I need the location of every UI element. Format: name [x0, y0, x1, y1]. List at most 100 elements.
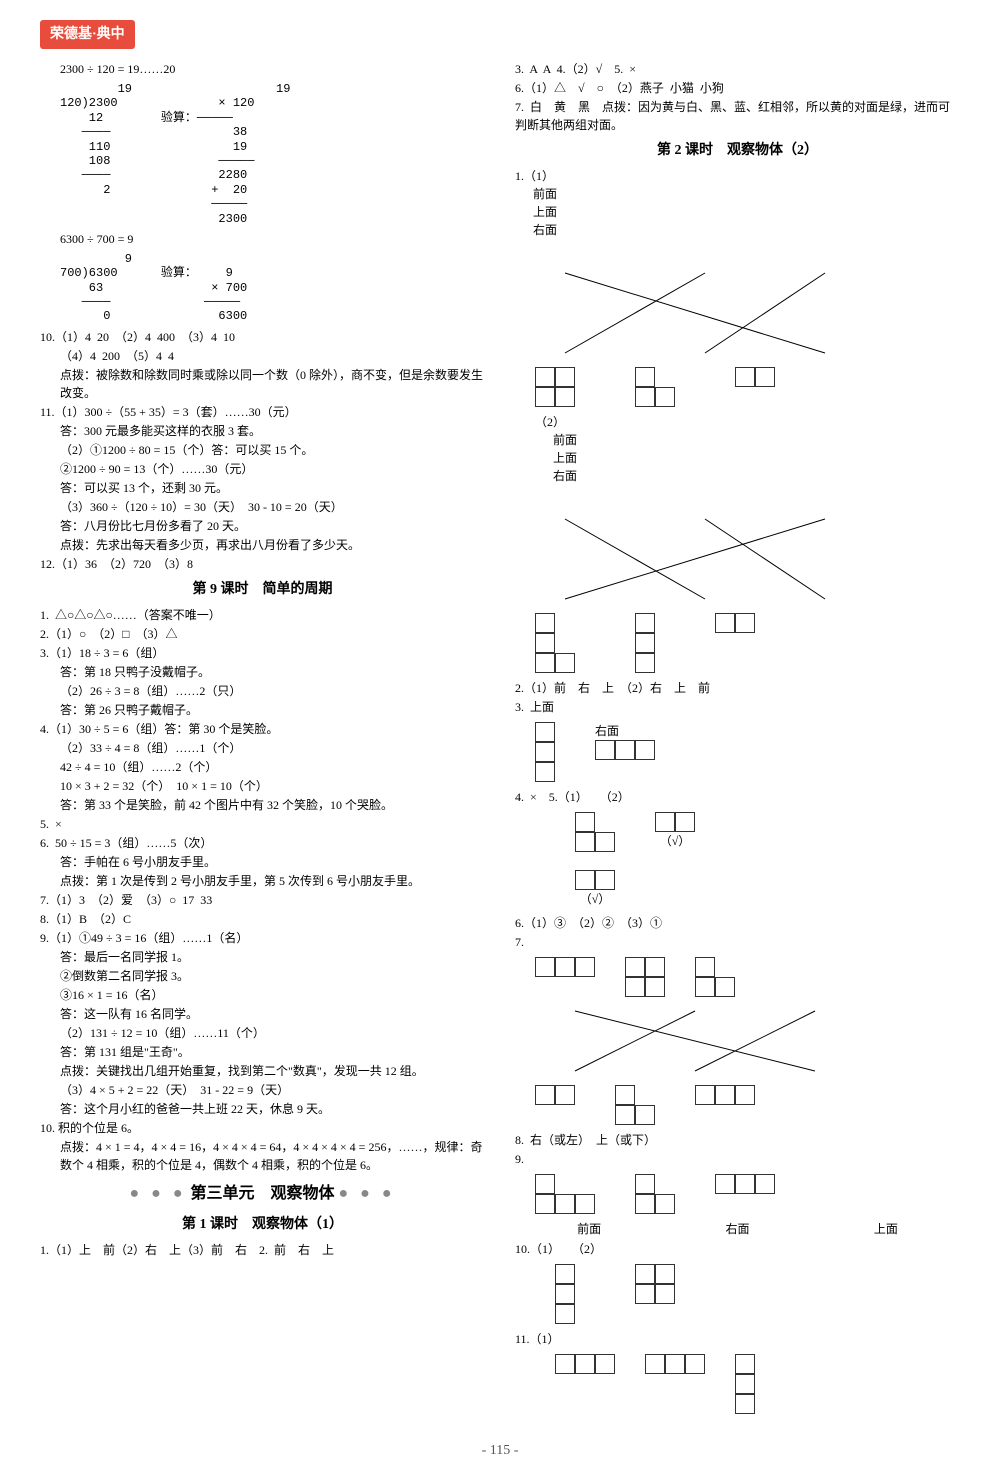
checkmark-label — [575, 852, 615, 870]
answer-line: 5. × — [40, 815, 485, 833]
equation: 2300 ÷ 120 = 19……20 — [40, 60, 485, 78]
dots-icon: ● ● ● — [339, 1185, 396, 1202]
lesson-9-title: 第 9 课时 简单的周期 — [40, 579, 485, 600]
answer-line: 2.（1）○ （2）□ （3）△ — [40, 625, 485, 643]
answer-line: （2）33 ÷ 4 = 8（组）……1（个） — [40, 739, 485, 757]
answer-line: 1.（1）上 前（2）右 上（3）前 右 2. 前 右 上 — [40, 1241, 485, 1259]
grid-shape-icon — [555, 1264, 575, 1324]
answer-line: ②倒数第二名同学报 3。 — [40, 967, 485, 985]
equation: 6300 ÷ 700 = 9 — [40, 230, 485, 248]
page-number: - 115 - — [40, 1440, 960, 1461]
answer-line: 3. A A 4.（2）√ 5. × — [515, 60, 960, 78]
answer-line: 11.（1） — [515, 1330, 960, 1348]
right-column: 3. A A 4.（2）√ 5. × 6.（1）△ √ ○ （2）燕子 小猫 小… — [515, 59, 960, 1420]
answer-line: 11.（1）300 ÷（55 + 35）= 3（套）……30（元） — [40, 403, 485, 421]
answer-line: 2.（1）前 右 上 （2）右 上 前 — [515, 679, 960, 697]
view-label: 前面 — [577, 1220, 601, 1238]
cube-shape-icon — [535, 957, 595, 997]
answer-line: 答：第 18 只鸭子没戴帽子。 — [40, 663, 485, 681]
q1-2-label: （2） 前面 上面 右面 — [515, 413, 960, 503]
grid-shape-icon — [595, 740, 655, 760]
answer-line: 答：可以买 13 个，还剩 30 元。 — [40, 479, 485, 497]
hint-text: 点拨：关键找出几组开始重复，找到第二个"数真"，发现一共 12 组。 — [40, 1062, 485, 1080]
hint-text: 点拨：第 1 次是传到 2 号小朋友手里，第 5 次传到 6 号小朋友手里。 — [40, 872, 485, 890]
grid-shape-icon — [635, 367, 675, 407]
view-label: 上面 — [553, 451, 577, 465]
answer-line: 7. — [515, 933, 960, 951]
answer-line: （4）4 200 （5）4 4 — [40, 347, 485, 365]
grid-shape-icon — [535, 722, 555, 782]
answer-line: 答：八月份比七月份多看了 20 天。 — [40, 517, 485, 535]
grid-shape-icon — [695, 1085, 755, 1125]
checkmark-label: （√） — [575, 890, 615, 908]
logo-text: 荣德基·典中 — [40, 20, 135, 49]
grid-shape-icon — [635, 1174, 675, 1214]
answer-line: 答：这个月小红的爸爸一共上班 22 天，休息 9 天。 — [40, 1100, 485, 1118]
view-label: 右面 — [553, 469, 577, 483]
answer-line: 10. 积的个位是 6。 — [40, 1119, 485, 1137]
answer-line: （2）26 ÷ 3 = 8（组）……2（只） — [40, 682, 485, 700]
lesson-1-title: 第 1 课时 观察物体（1） — [40, 1214, 485, 1235]
view-label: 上面 — [874, 1220, 898, 1238]
grid-shape-icon — [645, 1354, 705, 1414]
lesson-2-title: 第 2 课时 观察物体（2） — [515, 140, 960, 161]
answer-line: ②1200 ÷ 90 = 13（个）……30（元） — [40, 460, 485, 478]
q1-1-diagram — [515, 263, 960, 407]
answer-line: 6. 50 ÷ 15 = 3（组）……5（次） — [40, 834, 485, 852]
answer-line: 8. 右（或左） 上（或下） — [515, 1131, 960, 1149]
grid-shape-icon — [535, 1174, 595, 1214]
hint-text: 点拨：被除数和除数同时乘或除以同一个数（0 除外），商不变，但是余数要发生改变。 — [40, 366, 485, 402]
grid-shape-icon — [735, 1354, 755, 1414]
answer-line: 答：这一队有 16 名同学。 — [40, 1005, 485, 1023]
answer-line: 7.（1）3 （2）爱 （3）○ 17 33 — [40, 891, 485, 909]
answer-line: （3）360 ÷（120 ÷ 10）= 30（天） 30 - 10 = 20（天… — [40, 498, 485, 516]
answer-line: （2）131 ÷ 12 = 10（组）……11（个） — [40, 1024, 485, 1042]
unit-title-text: 第三单元 观察物体 — [190, 1185, 334, 1202]
answer-line: 9.（1）①49 ÷ 3 = 16（组）……1（名） — [40, 929, 485, 947]
unit-3-title: ● ● ● 第三单元 观察物体 ● ● ● — [40, 1182, 485, 1206]
answer-line: 9. — [515, 1150, 960, 1168]
logo-area: 荣德基·典中 — [40, 20, 960, 49]
answer-line: 7. 白 黄 黑 点拨：因为黄与白、黑、蓝、红相邻，所以黄的对面是绿，进而可判断… — [515, 98, 960, 134]
answer-line: 1. △○△○△○……（答案不唯一） — [40, 606, 485, 624]
answer-line: 6.（1）③ （2）② （3）① — [515, 914, 960, 932]
grid-shape-icon — [715, 1174, 775, 1214]
view-label: 前面 — [553, 433, 577, 447]
q9-labels: 前面 右面 上面 — [515, 1220, 960, 1238]
answer-line: ③16 × 1 = 16（名） — [40, 986, 485, 1004]
grid-shape-icon — [635, 1264, 675, 1324]
answer-line: 答：第 131 组是"王奇"。 — [40, 1043, 485, 1061]
grid-shape-icon — [535, 613, 575, 673]
matching-lines-icon — [515, 1001, 895, 1081]
matching-lines-icon — [515, 263, 895, 363]
answer-line: 答：300 元最多能买这样的衣服 3 套。 — [40, 422, 485, 440]
view-label: 前面 — [533, 187, 557, 201]
q9-diagram — [535, 1174, 960, 1214]
answer-line: 4. × 5.（1） （2） — [515, 788, 960, 806]
view-label: 右面 — [725, 1220, 749, 1238]
answer-line: 3. 上面 — [515, 698, 960, 716]
hint-text: 点拨：4 × 1 = 4，4 × 4 = 16，4 × 4 × 4 = 64，4… — [40, 1138, 485, 1174]
answer-line: 答：第 33 个是笑脸，前 42 个图片中有 32 个笑脸，10 个哭脸。 — [40, 796, 485, 814]
left-column: 2300 ÷ 120 = 19……20 19 19 120)2300 × 120… — [40, 59, 485, 1420]
grid-shape-icon — [575, 870, 615, 890]
q3-diagram: 右面 — [535, 722, 960, 782]
q1-2-diagram — [515, 509, 960, 673]
answer-line: 8.（1）B （2）C — [40, 910, 485, 928]
answer-line: 10 × 3 + 2 = 32（个） 10 × 1 = 10（个） — [40, 777, 485, 795]
cube-shape-icon — [625, 957, 665, 997]
grid-shape-icon — [735, 367, 775, 407]
answer-line: （3）4 × 5 + 2 = 22（天） 31 - 22 = 9（天） — [40, 1081, 485, 1099]
view-label: 右面 — [595, 722, 655, 740]
answer-line: 10.（1） （2） — [515, 1240, 960, 1258]
q7-diagram — [515, 957, 960, 1125]
checkmark-label: （√） — [655, 832, 695, 850]
q10-diagram — [555, 1264, 960, 1324]
grid-shape-icon — [535, 1085, 575, 1125]
answer-line: （2）①1200 ÷ 80 = 15（个）答：可以买 15 个。 — [40, 441, 485, 459]
grid-shape-icon — [635, 613, 655, 673]
answer-line: 答：第 26 只鸭子戴帽子。 — [40, 701, 485, 719]
grid-shape-icon — [535, 367, 575, 407]
long-division-1: 19 19 120)2300 × 120 12 验算：───── ──── 38… — [60, 82, 485, 226]
answer-line: 答：最后一名同学报 1。 — [40, 948, 485, 966]
